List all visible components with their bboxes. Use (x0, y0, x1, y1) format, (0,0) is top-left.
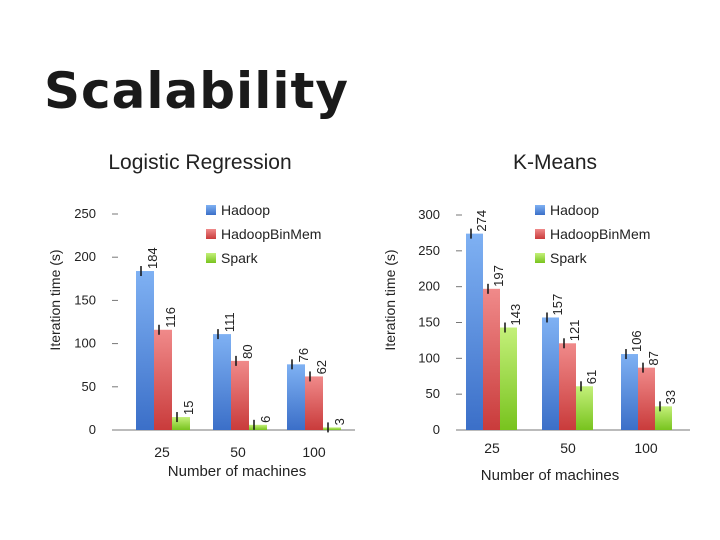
bar (305, 376, 323, 430)
y-tick-label: 250 (418, 243, 440, 258)
y-tick-label: 100 (418, 350, 440, 365)
data-label: 274 (474, 210, 489, 232)
legend-label: Spark (550, 250, 588, 266)
data-label: 106 (629, 330, 644, 352)
bar (287, 364, 305, 430)
data-label: 184 (145, 247, 160, 269)
data-label: 157 (550, 294, 565, 316)
y-tick-label: 150 (418, 315, 440, 330)
bar (483, 288, 500, 430)
y-tick-label: 300 (418, 207, 440, 222)
bar (621, 354, 638, 430)
legend-swatch (535, 253, 545, 263)
bar (576, 386, 593, 430)
y-tick-label: 0 (433, 422, 440, 437)
bar (466, 233, 483, 430)
k-means-chart: K-Means Iteration time (s) 0 50 100 150 200 250… (382, 151, 690, 484)
bar (500, 327, 517, 430)
y-tick-label: 0 (89, 422, 96, 437)
data-label: 116 (163, 307, 178, 328)
legend-label: HadoopBinMem (221, 226, 321, 242)
data-label: 143 (508, 304, 523, 326)
y-tick-label: 50 (426, 386, 440, 401)
bar (249, 424, 267, 430)
bar (655, 406, 672, 430)
data-label: 15 (181, 401, 196, 415)
legend-swatch (206, 229, 216, 239)
y-tick-label: 250 (74, 206, 96, 221)
x-tick-label: 25 (154, 444, 170, 460)
data-label: 62 (314, 360, 329, 374)
legend-swatch (206, 205, 216, 215)
chart-title: Logistic Regression (108, 151, 291, 174)
chart-title: K-Means (513, 151, 597, 174)
data-label: 76 (296, 348, 311, 362)
y-axis-title: Iteration time (s) (382, 249, 398, 350)
data-label: 80 (240, 344, 255, 358)
bar (638, 367, 655, 430)
bar (213, 334, 231, 430)
x-tick-label: 100 (634, 440, 658, 456)
logistic-regression-chart: Logistic Regression Iteration time (s) 0 50… (47, 151, 355, 480)
y-tick-label: 50 (82, 379, 96, 394)
data-label: 3 (332, 418, 347, 425)
legend-label: Spark (221, 250, 259, 266)
x-tick-label: 50 (230, 444, 246, 460)
legend-swatch (206, 253, 216, 263)
data-label: 87 (646, 351, 661, 365)
bar (231, 360, 249, 430)
data-label: 197 (491, 265, 506, 287)
x-tick-label: 25 (484, 440, 500, 456)
data-label: 121 (567, 320, 582, 342)
slide-title: Scalability (44, 62, 349, 120)
data-label: 111 (222, 312, 237, 332)
x-tick-label: 50 (560, 440, 576, 456)
bar (136, 271, 154, 430)
x-tick-label: 100 (302, 444, 326, 460)
bar (154, 329, 172, 430)
legend-swatch (535, 205, 545, 215)
y-axis-title: Iteration time (s) (47, 249, 63, 350)
x-axis-title: Number of machines (168, 463, 306, 480)
y-tick-label: 100 (74, 336, 96, 351)
legend-label: Hadoop (550, 202, 599, 218)
legend-label: Hadoop (221, 202, 270, 218)
legend-label: HadoopBinMem (550, 226, 650, 242)
bar (542, 317, 559, 430)
bar (323, 427, 341, 430)
y-tick-label: 200 (74, 249, 96, 264)
data-label: 6 (258, 416, 273, 423)
bar (559, 343, 576, 430)
y-tick-label: 150 (74, 292, 96, 307)
data-label: 33 (663, 390, 678, 404)
data-label: 61 (584, 370, 599, 384)
x-axis-title: Number of machines (481, 467, 619, 484)
y-tick-label: 200 (418, 279, 440, 294)
legend-swatch (535, 229, 545, 239)
bar (172, 417, 190, 430)
